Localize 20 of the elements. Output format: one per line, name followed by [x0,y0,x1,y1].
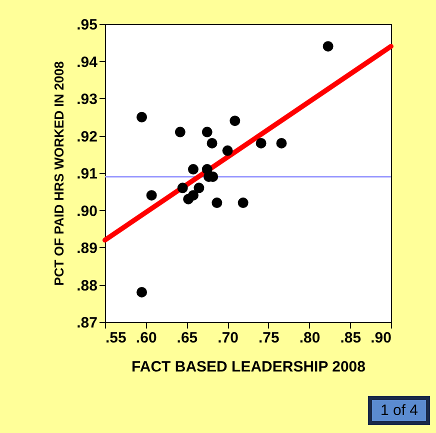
x-tick-label: .80 [299,330,320,346]
x-tick-label: .55 [106,330,126,346]
x-tick-label: .75 [258,330,280,346]
y-axis-title: PCT OF PAID HRS WORKED IN 2008 [52,61,67,286]
y-tick-label: .91 [76,166,98,182]
y-tick-label: .94 [76,54,98,71]
x-tick-label: .90 [370,330,392,346]
y-tick-label: .95 [76,16,98,34]
text: 1 of 4 [368,396,430,425]
y-tick-label: .90 [76,202,98,220]
y-tick-label: .92 [76,128,98,146]
y-tick-label: .89 [76,240,98,257]
y-tick-label: .93 [76,91,98,108]
y-tick-label: .88 [76,277,98,294]
x-tick-label: .60 [136,330,157,346]
x-tick-label: .70 [218,330,238,346]
x-tick-label: .65 [176,330,198,346]
x-tick-label: .85 [340,330,362,346]
y-tick-label: .87 [76,314,98,332]
x-axis-title: FACT BASED LEADERSHIP 2008 [132,358,366,376]
